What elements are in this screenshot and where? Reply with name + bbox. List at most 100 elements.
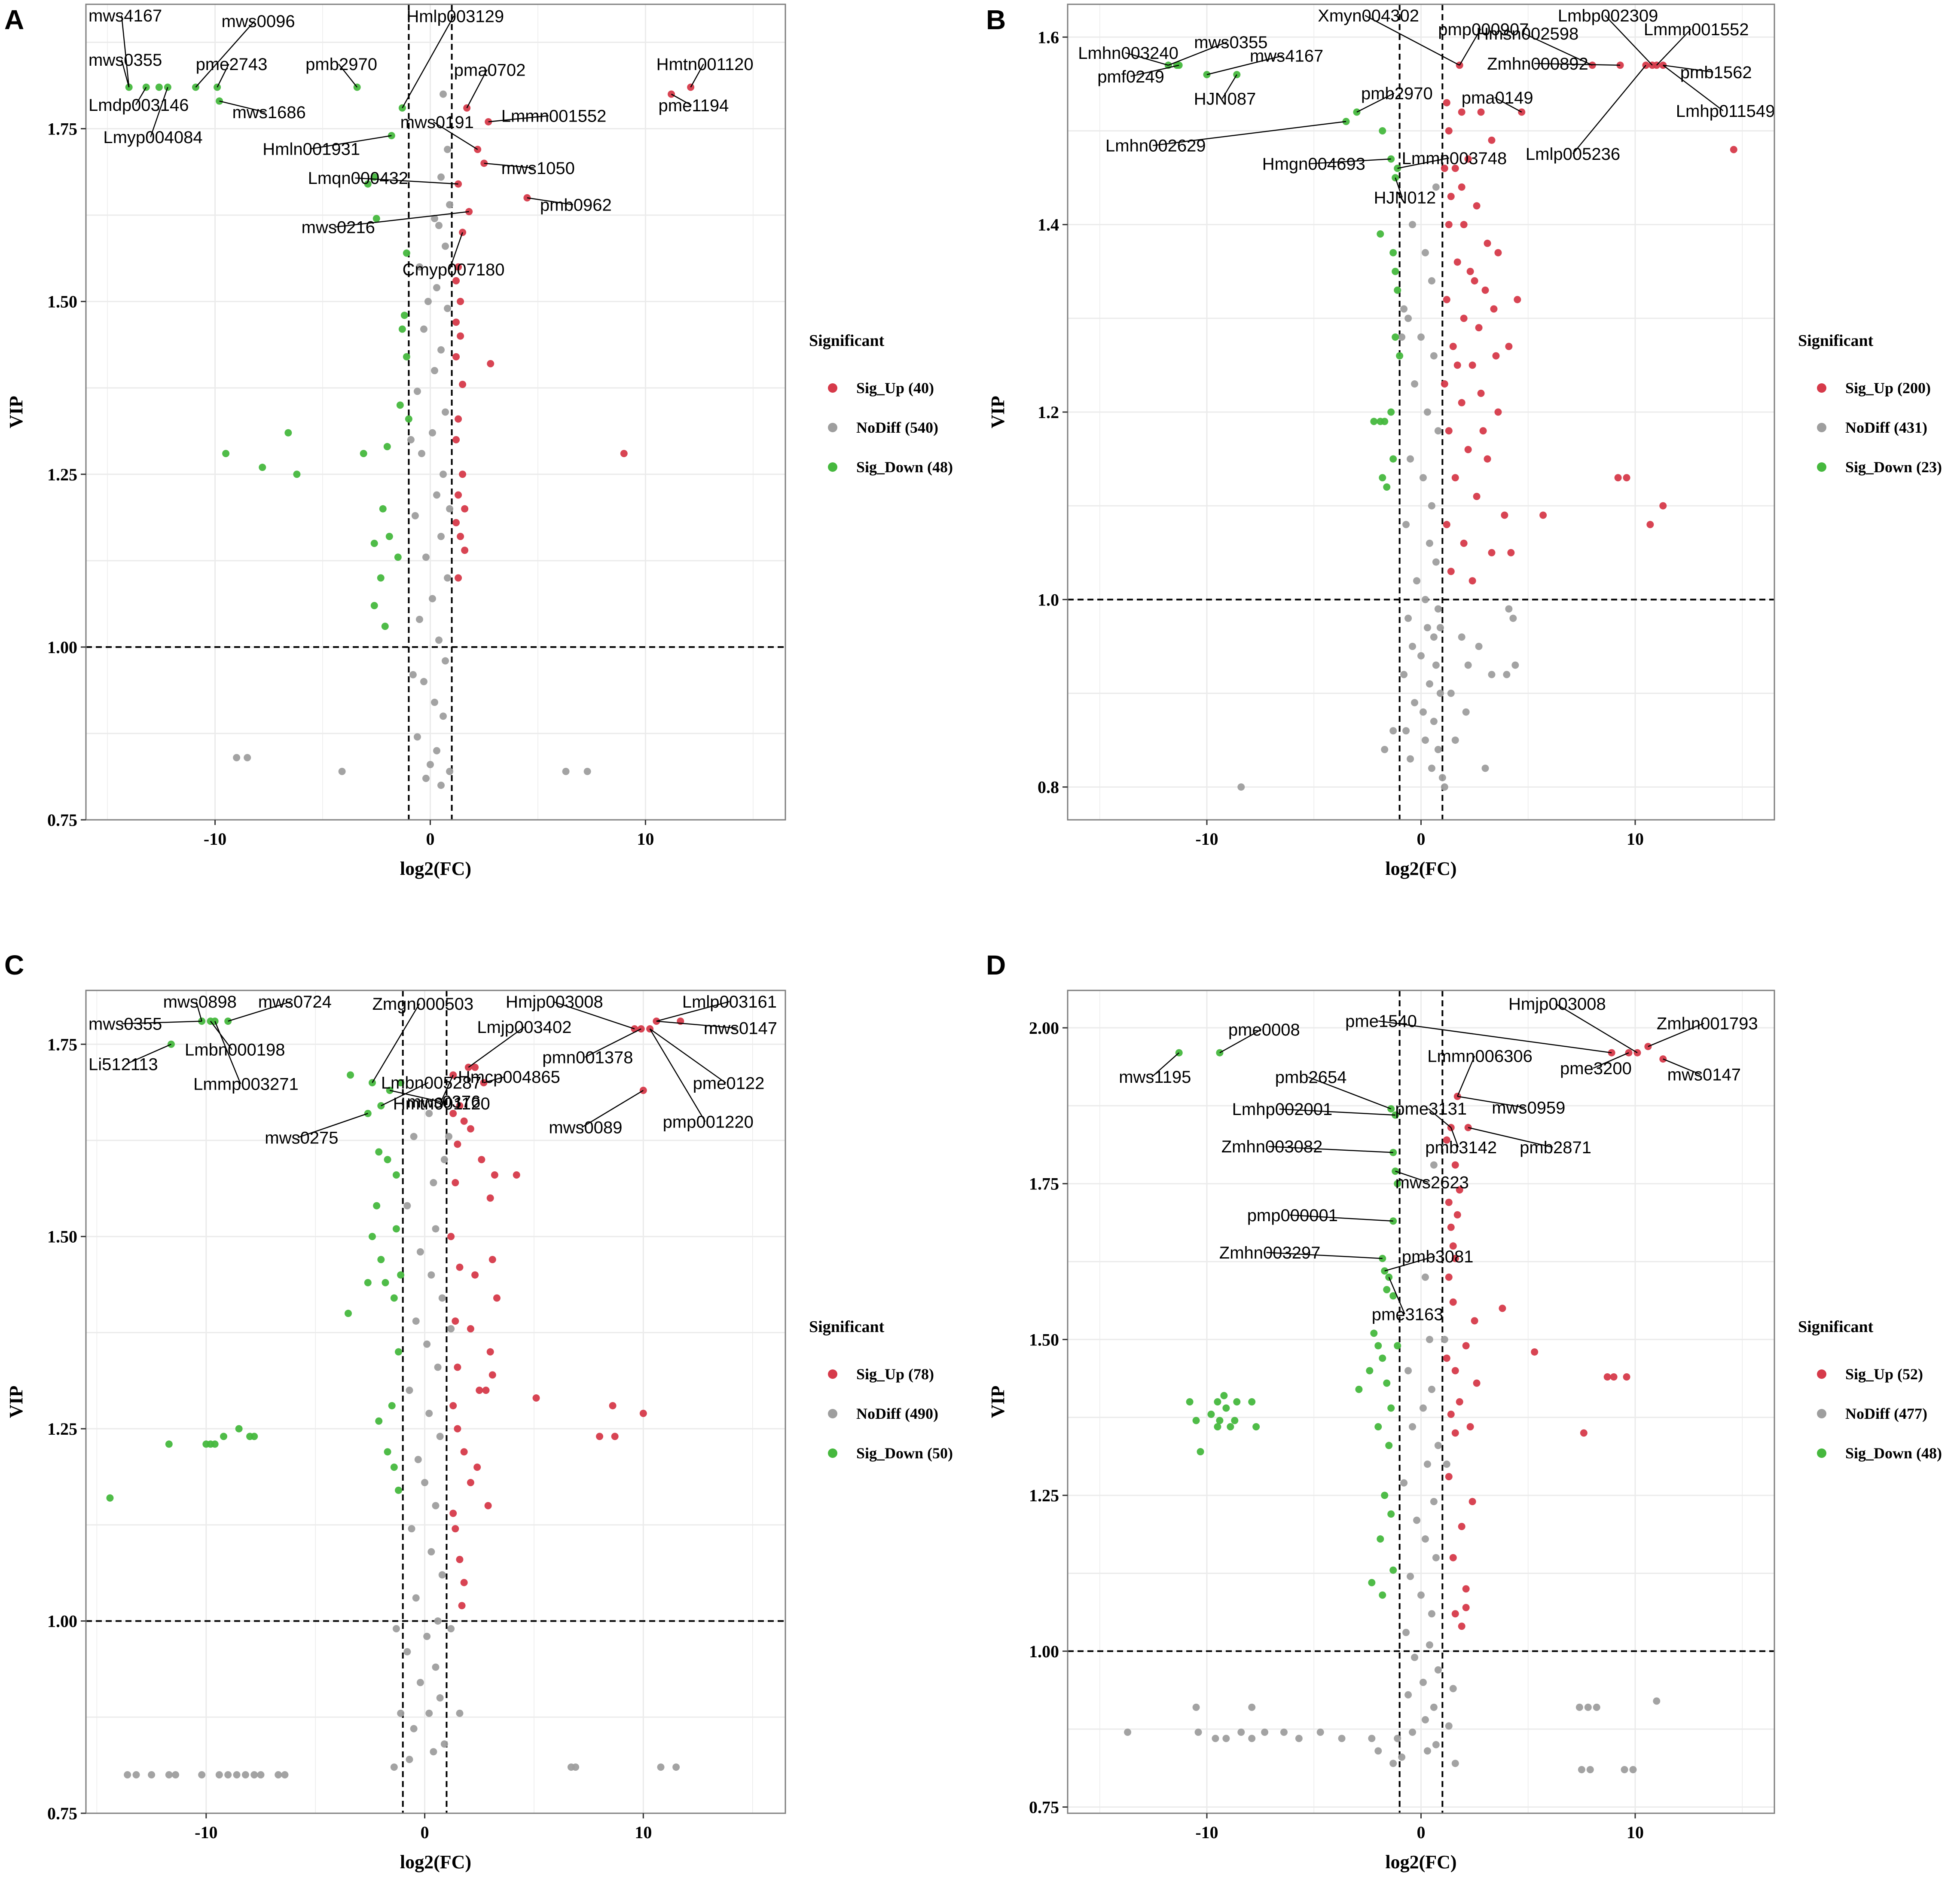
nodiff-point [1430,718,1438,725]
x-tick-label: 10 [637,829,654,849]
sig-down-point [381,623,389,630]
label-leader-line [656,1020,737,1029]
sig-up-point [1623,1373,1630,1381]
grid [1068,4,1774,820]
point-label: pmb2654 [1275,1068,1347,1087]
sig-up-point [1539,511,1547,519]
nodiff-point [1447,689,1455,697]
sig-up-point [452,318,460,326]
nodiff-point [1434,745,1442,753]
nodiff-point [172,1771,180,1779]
label-leader-line [1279,1108,1395,1116]
sig-up-point [456,1102,464,1109]
label-leader-line [1151,1052,1180,1078]
sig-up-point [452,436,460,443]
nodiff-point [1398,333,1406,341]
nodiff-point [437,173,445,181]
nodiff-point [437,533,445,541]
legend-title: Significant [809,332,885,350]
sig-up-point [1458,399,1465,406]
sig-down-point [390,1294,398,1302]
nodiff-point [1575,1703,1583,1711]
sig-up-point [1445,1273,1453,1281]
sig-down-point [1370,418,1378,425]
nodiff-point [425,1709,433,1717]
nodiff-point [423,1340,431,1348]
panel-c: mws0898 mws0724 mws0355 Lmbn000198 Li512113 L… [4,950,953,1873]
nodiff-point [1445,1722,1453,1730]
sig-up-point [456,1555,464,1563]
sig-up-point [1443,1136,1450,1144]
nodiff-point [1428,764,1435,772]
sig-down-point [1355,1385,1363,1393]
nodiff-point [1432,1741,1440,1748]
point-label: pmb3081 [1402,1247,1474,1266]
point-label: mws0355 [89,1015,162,1034]
legend-swatch-down [1817,462,1826,472]
x-tick-label: -10 [204,829,226,849]
point-label: Lmmn001552 [1644,20,1749,39]
sig-up-point [1479,427,1487,435]
nodiff-point [250,1771,258,1779]
sig-up-point [452,1179,459,1186]
label-leader-line [1221,74,1237,99]
sig-up-point [1462,1342,1470,1350]
label-leader-line [1593,1052,1629,1069]
nodiff-point [408,1525,415,1533]
sig-up-point [493,1294,501,1302]
sig-down-point [375,1417,383,1425]
nodiff-point [1511,661,1519,669]
sig-up-point [1494,249,1502,257]
point-label: mws0216 [302,218,375,237]
legend: Significant Sig_Up (78) NoDiff (490) Sig_Do… [809,1318,953,1462]
sig-down-point [1381,418,1389,425]
sig-up-point [452,277,460,284]
nodiff-point [1428,277,1435,285]
sig-up-point [1580,1429,1588,1437]
point-label: pmb3142 [1425,1138,1497,1157]
nodiff-points [233,90,591,789]
point-label: mws4167 [1250,47,1323,66]
sig-down-point [397,1271,405,1279]
label-leader-line [1457,1056,1475,1097]
sig-up-point [1501,511,1508,519]
sig-up-point [460,1579,468,1586]
sig-down-point [390,1463,398,1471]
sig-up-point [1443,99,1450,107]
nodiff-point [427,1548,435,1555]
sig-up-point [1447,568,1455,575]
point-label: Lmmn003748 [1402,149,1507,168]
x-tick-label: 10 [1627,1823,1644,1842]
nodiff-point [409,671,417,678]
nodiff-point [1432,661,1440,669]
nodiff-point [435,222,443,229]
nodiff-point [1584,1703,1592,1711]
point-label: Zmhn003297 [1219,1244,1321,1262]
point-label: mws0096 [221,12,295,31]
sig-up-point [1468,1498,1476,1506]
sig-up-point [1453,1211,1461,1219]
sig-up-point [1471,277,1478,285]
point-label: mws0355 [89,51,162,70]
sig-up-point [1507,549,1515,556]
sig-down-point [1394,1180,1401,1188]
nodiff-point [438,1571,446,1579]
sig-down-point [1222,1404,1230,1412]
sig-down-point [370,602,378,609]
sig-down-point [370,540,378,547]
point-label: Lmjp003402 [477,1018,571,1037]
sig-up-point [1462,1585,1470,1593]
sig-up-point [639,1409,647,1417]
nodiff-point [672,1763,680,1771]
sig-down-point [1214,1398,1221,1405]
sig-up-point [1514,296,1521,303]
nodiff-point [1423,1460,1431,1468]
nodiff-point [1248,1703,1256,1711]
sig-up-point [1441,380,1448,388]
sig-up-point [1488,136,1496,144]
nodiff-point [413,388,421,395]
nodiff-point [1237,1728,1245,1736]
y-tick-label: 0.75 [1029,1797,1059,1817]
sig-down-point [1383,1286,1391,1293]
point-label: Zmhn000892 [1487,55,1588,73]
